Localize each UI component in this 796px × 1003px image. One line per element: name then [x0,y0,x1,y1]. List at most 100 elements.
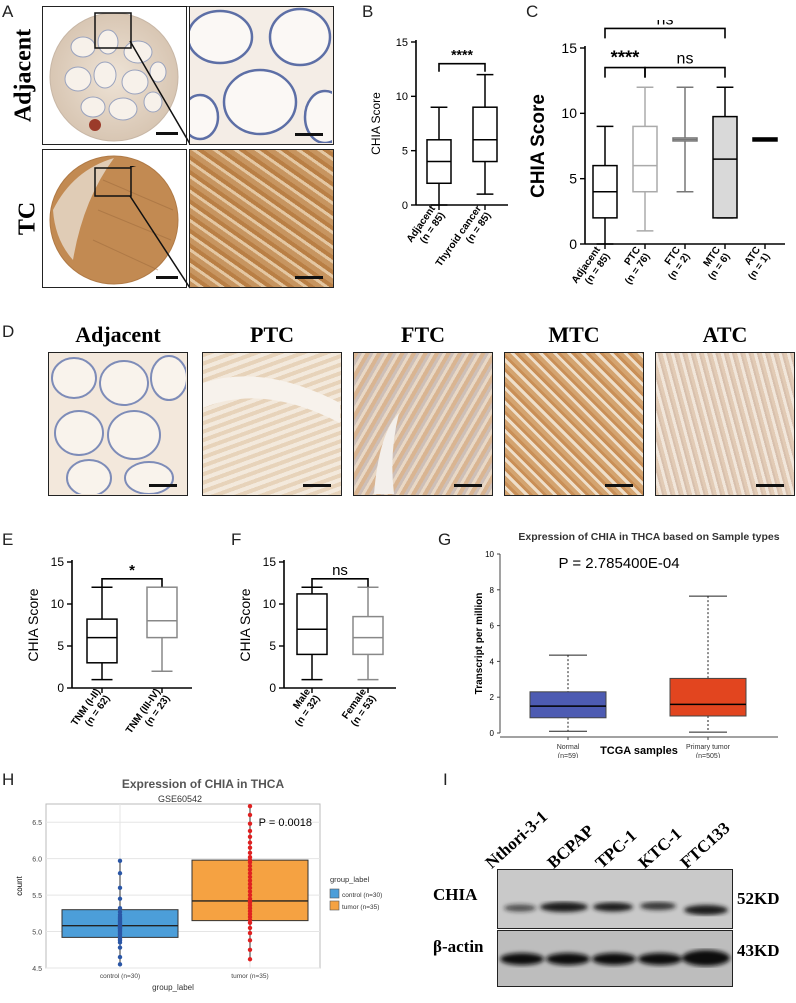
y-tick-label: 5.5 [32,893,42,900]
panel-letter-h: H [2,770,15,789]
y-tick-label: 6.0 [32,857,42,864]
data-point [247,896,253,901]
data-point [247,828,253,834]
legend-item-label: tumor (n=35) [342,904,379,911]
x-category-label: (n=505) [696,753,720,758]
d-label-ptc: PTC [250,322,294,347]
legend-swatch [329,888,340,899]
d-image-ftc [353,352,493,496]
p-value-label: P = 0.0018 [259,817,312,829]
lane-label-1: Nthori-3-1 [481,806,552,873]
significance-label: * [129,562,135,579]
data-point [247,874,253,880]
x-category-label: MTC(n = 6) [702,245,733,282]
y-tick-label: 15 [561,40,577,56]
panel-letter-g: G [438,530,452,549]
significance-bracket [438,62,486,72]
x-category-label: tumor (n=35) [231,973,268,980]
data-point [117,909,123,915]
y-tick-label: 15 [263,555,277,569]
panel-letter-e: E [2,530,14,549]
d-label-adjacent: Adjacent [75,322,161,347]
x-category-label: control (n=30) [100,973,140,980]
significance-bracket [311,578,369,587]
y-axis-title: CHIA Score [237,588,253,661]
data-point [247,821,253,826]
lane-label-3: TPC-1 [591,825,641,873]
data-point [117,906,123,911]
y-tick-label: 5 [269,639,276,653]
significance-label: ns [677,51,694,68]
y-tick-label: 0 [57,681,64,695]
chart-f-box-plot: 0 5 10 15 CHIA Score Male(n = 32) Female(n = 5… [237,555,396,729]
y-tick-label: 0 [569,236,577,252]
y-axis-title: count [15,875,24,895]
tma-core-adjacent [42,6,187,145]
panel-letter-c: C [526,2,539,21]
y-axis-title: CHIA Score [369,92,383,155]
significance-label: **** [611,47,640,68]
blot-membrane-actin [497,930,733,987]
blot-protein-actin: β-actin [433,937,484,956]
data-point [247,863,253,869]
row-label-tc: TC [14,201,41,236]
d-image-atc [655,352,795,496]
d-label-mtc: MTC [548,322,600,347]
blot-membrane-chia [497,869,733,929]
y-tick-label: 6 [490,622,495,631]
box-iqr [86,618,118,664]
row-label-adjacent: Adjacent [10,28,37,123]
legend-swatch [329,900,340,911]
significance-bracket [101,578,163,587]
box-iqr [352,615,384,656]
data-point [117,945,123,950]
zoom-lines-a-top [129,6,191,145]
data-point [247,812,253,818]
significance-bracket [644,66,726,78]
x-axis-title: group_label [152,983,194,992]
y-tick-label: 6.5 [32,820,42,827]
legend-item-label: control (n=30) [342,892,382,899]
panel-letter-d: D [2,322,15,341]
data-point [247,957,253,962]
panel-letter-f: F [231,530,242,549]
y-tick-label: 10 [263,597,277,611]
y-tick-label: 5 [57,639,64,653]
significance-bracket [604,27,726,39]
significance-label: **** [451,47,473,63]
data-point [247,925,253,931]
significance-label: ns [657,20,674,28]
y-axis-title: CHIA Score [528,94,549,198]
data-point [117,896,123,901]
data-point [247,867,253,872]
blot-size-actin: 43KD [737,941,780,960]
chart-title: Expression of CHIA in THCA [122,777,285,791]
y-tick-label: 5.0 [32,930,42,937]
data-point [247,834,253,839]
d-label-atc: ATC [702,322,748,347]
lane-label-4: KTC-1 [634,824,686,873]
data-point [247,947,253,952]
x-category-label: TNM (III-IV)(n = 23) [124,687,172,736]
d-image-adjacent [48,352,188,496]
y-tick-label: 15 [396,37,408,49]
zoom-tc [189,149,334,288]
data-point [247,803,253,809]
box-iqr [669,677,747,717]
data-point [247,850,253,856]
data-point [247,855,253,860]
y-tick-label: 0 [402,200,408,212]
x-category-label: Male(n = 32) [291,686,322,728]
data-point [247,881,253,887]
y-tick-label: 0 [490,729,495,738]
d-image-ptc [202,352,342,496]
blot-size-chia: 52KD [737,889,780,908]
y-tick-label: 4 [490,657,495,666]
data-point [247,938,253,943]
data-point [247,930,253,936]
y-tick-label: 5 [402,146,408,158]
lane-label-2: BCPAP [543,821,598,873]
data-point [247,845,253,850]
panel-letter-i: I [443,770,448,789]
